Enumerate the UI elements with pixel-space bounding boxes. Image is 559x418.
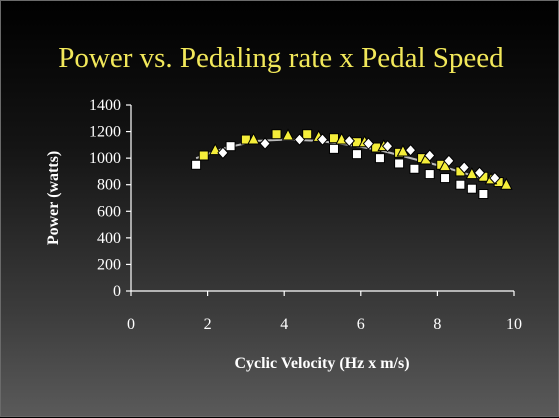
data-point-diamond — [424, 149, 436, 162]
data-point-diamond — [443, 154, 455, 168]
y-axis-title: Power (watts) — [45, 151, 62, 245]
data-point-diamond — [259, 137, 271, 150]
data-point-square — [394, 158, 405, 169]
data-point-square — [351, 149, 362, 160]
data-point-square — [424, 169, 435, 180]
data-point-diamond — [217, 146, 229, 160]
data-point-triangle — [500, 177, 513, 190]
data-point-square — [225, 141, 236, 152]
data-point-diamond — [381, 139, 394, 153]
y-tick-label: 800 — [97, 177, 121, 194]
data-points — [191, 128, 513, 200]
data-point-diamond — [489, 171, 501, 185]
y-tick-label: 1000 — [89, 150, 121, 167]
data-point-triangle — [281, 128, 295, 141]
data-point-diamond — [404, 143, 417, 157]
data-point-triangle — [247, 132, 260, 145]
data-point-diamond — [362, 137, 375, 150]
data-point-square — [191, 159, 202, 170]
data-point-diamond — [458, 161, 470, 174]
x-tick-label: 2 — [204, 316, 212, 333]
x-tick-label: 10 — [506, 316, 522, 333]
x-tick-label: 4 — [280, 316, 288, 333]
y-tick-label: 1200 — [89, 124, 121, 141]
data-point-square — [271, 129, 282, 140]
data-point-square — [302, 129, 313, 140]
x-axis-title: Cyclic Velocity (Hz x m/s) — [234, 355, 409, 372]
data-point-square — [466, 183, 477, 194]
data-point-diamond — [343, 134, 355, 148]
data-point-diamond — [473, 166, 486, 180]
y-tick-label: 200 — [97, 256, 121, 273]
x-tick-label: 0 — [127, 316, 135, 333]
chart-title: Power vs. Pedaling rate x Pedal Speed — [58, 42, 504, 74]
trendline — [195, 138, 507, 187]
data-point-square — [198, 150, 209, 161]
trendline-group — [195, 138, 507, 187]
data-point-square — [328, 133, 339, 144]
y-tick-label: 600 — [97, 203, 121, 220]
y-tick-label: 0 — [113, 283, 121, 300]
data-point-square — [374, 153, 385, 164]
data-point-square — [409, 163, 420, 174]
x-ticks: 0 2 4 6 8 10 — [127, 291, 522, 333]
x-tick-label: 6 — [357, 316, 365, 333]
y-ticks: 0 200 400 600 800 1000 1200 1400 — [89, 97, 131, 300]
data-point-square — [455, 179, 466, 190]
x-tick-label: 8 — [433, 316, 441, 333]
data-point-diamond — [293, 133, 306, 146]
y-tick-label: 400 — [97, 230, 121, 247]
data-point-diamond — [316, 133, 329, 146]
data-point-square — [328, 143, 339, 154]
data-point-square — [478, 189, 489, 200]
axes — [130, 105, 514, 292]
y-tick-label: 1400 — [89, 97, 121, 114]
data-point-square — [440, 173, 451, 184]
